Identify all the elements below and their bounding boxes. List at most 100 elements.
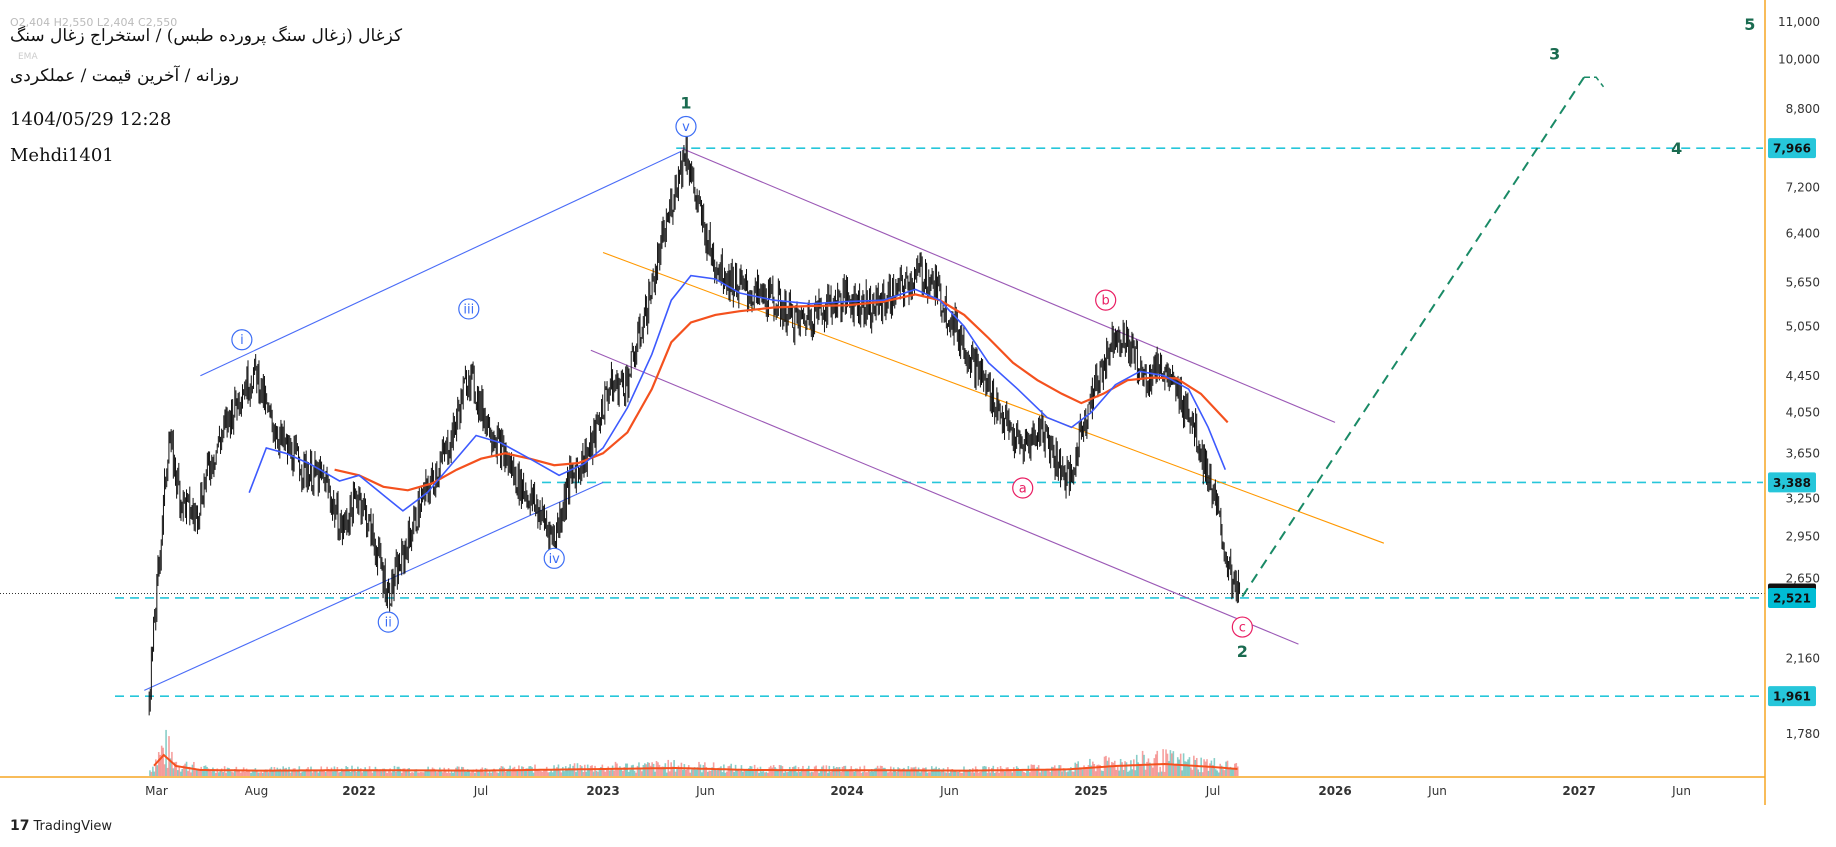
- volume-bar: [553, 765, 555, 776]
- volume-bar: [172, 768, 175, 776]
- volume-bar: [831, 769, 834, 776]
- tradingview-name: TradingView: [33, 818, 113, 834]
- volume-bar: [1174, 763, 1176, 776]
- volume-bar: [642, 764, 645, 776]
- volume-bar: [425, 769, 428, 776]
- author-name: Mehdi1401: [10, 145, 114, 166]
- volume-bar: [717, 767, 719, 776]
- volume-bar: [942, 768, 945, 776]
- volume-bar: [185, 761, 188, 776]
- volume-bar: [474, 772, 476, 776]
- volume-bar: [343, 770, 346, 776]
- volume-bar: [913, 767, 916, 776]
- volume-bar: [670, 762, 672, 776]
- volume-bar: [636, 765, 639, 776]
- volume-bar: [633, 770, 636, 776]
- volume-bar: [184, 763, 186, 776]
- volume-bar: [541, 771, 544, 776]
- volume-bar: [216, 768, 219, 776]
- volume-bar: [554, 769, 557, 776]
- volume-bar: [311, 772, 314, 776]
- volume-bar: [1012, 767, 1015, 776]
- volume-bar: [316, 770, 318, 776]
- volume-bar: [484, 767, 487, 776]
- volume-bar: [231, 771, 233, 776]
- volume-bar: [1191, 769, 1194, 776]
- volume-bar: [805, 769, 807, 776]
- volume-bar: [459, 770, 462, 776]
- volume-bar: [409, 772, 412, 776]
- volume-bar: [380, 771, 383, 776]
- volume-bar: [1210, 760, 1213, 776]
- volume-bar: [575, 772, 577, 776]
- volume-bar: [329, 770, 331, 776]
- tradingview-brand[interactable]: 17 TradingView: [10, 818, 112, 834]
- volume-bar: [480, 768, 482, 776]
- volume-average-line: [153, 753, 1238, 772]
- volume-bar: [1071, 771, 1074, 776]
- price-badge: [1768, 472, 1816, 493]
- trend-channels: [144, 147, 1385, 691]
- volume-bar: [238, 770, 241, 776]
- volume-bar: [209, 770, 211, 776]
- volume-bar: [408, 768, 410, 776]
- volume-bar: [809, 772, 812, 776]
- volume-bar: [153, 771, 156, 776]
- volume-bar: [537, 769, 539, 776]
- moving-averages: [248, 274, 1229, 512]
- volume-bar: [714, 768, 716, 776]
- volume-bar: [1223, 770, 1226, 776]
- volume-bar: [260, 771, 263, 776]
- volume-bar: [1168, 761, 1170, 776]
- volume-bar: [1023, 772, 1025, 776]
- volume-bar: [903, 767, 905, 776]
- volume-bar: [440, 771, 443, 776]
- volume-bar: [901, 768, 904, 776]
- volume-bar: [1113, 760, 1116, 776]
- volume-bar: [756, 767, 759, 776]
- volume-bar: [365, 769, 368, 776]
- volume-bar: [664, 763, 667, 776]
- volume-bar: [967, 771, 970, 776]
- volume-bar: [215, 772, 217, 776]
- y-tick-label: 1,780: [1786, 727, 1820, 741]
- price-badge: [1768, 587, 1816, 608]
- volume-bar: [709, 770, 712, 776]
- volume-bar: [181, 768, 183, 776]
- volume-bar: [818, 772, 820, 776]
- volume-bar: [859, 766, 861, 776]
- volume-bar: [547, 772, 549, 776]
- volume-bar: [318, 769, 321, 776]
- volume-bar: [812, 772, 814, 776]
- volume-bar: [178, 766, 181, 776]
- volume-bar: [499, 767, 501, 776]
- volume-bar: [742, 771, 744, 776]
- volume-bar: [400, 772, 403, 776]
- volume-bar: [295, 771, 298, 776]
- volume-bar: [1185, 761, 1188, 776]
- volume-bar: [592, 771, 595, 776]
- candles-layer: [148, 134, 1241, 716]
- volume-bar: [1002, 769, 1005, 776]
- volume-bar: [212, 767, 214, 776]
- x-tick-label: 2027: [1562, 784, 1595, 798]
- volume-bar: [384, 769, 387, 776]
- volume-bar: [641, 771, 643, 776]
- x-tick-label: Aug: [245, 784, 268, 798]
- volume-bar: [488, 770, 491, 776]
- volume-bar: [870, 769, 873, 776]
- x-tick-label: 2023: [586, 784, 619, 798]
- volume-bar: [865, 772, 867, 776]
- volume-bar: [581, 766, 583, 776]
- volume-bar: [661, 766, 664, 776]
- volume-bar: [1084, 767, 1087, 776]
- volume-bar: [377, 769, 380, 776]
- volume-bar: [521, 766, 523, 776]
- volume-bar: [875, 767, 877, 776]
- volume-bar: [1099, 765, 1101, 776]
- volume-bar: [417, 772, 419, 776]
- volume-bar: [600, 766, 602, 776]
- volume-bar: [1150, 765, 1153, 776]
- volume-bar: [947, 767, 949, 776]
